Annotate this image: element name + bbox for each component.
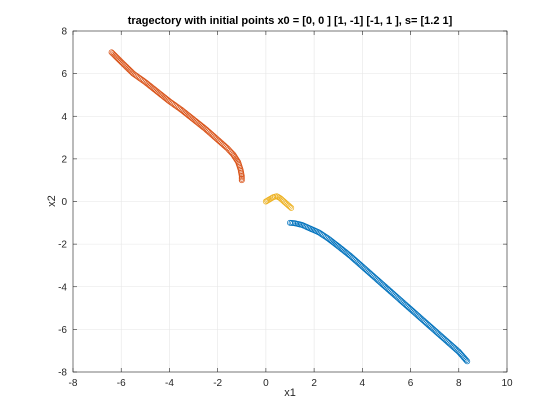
data-point <box>238 174 245 181</box>
y-tick-label: 0 <box>61 197 67 208</box>
y-tick-label: 8 <box>61 27 67 38</box>
y-tick-label: 6 <box>61 69 67 80</box>
data-point <box>112 53 119 60</box>
x-tick-label: -8 <box>69 378 78 389</box>
x-tick-label: 4 <box>360 378 366 389</box>
chart-title: tragectory with initial points x0 = [0, … <box>128 15 453 27</box>
x-axis-label: x1 <box>284 387 296 399</box>
x-tick-label: 8 <box>456 378 462 389</box>
x-tick-label: -6 <box>117 378 126 389</box>
data-point <box>287 203 293 210</box>
data-point <box>119 60 126 66</box>
data-point <box>110 51 117 58</box>
data-point <box>123 64 130 71</box>
data-point <box>121 62 128 69</box>
y-axis-label: x2 <box>46 195 58 207</box>
data-point <box>130 70 137 77</box>
series-2 <box>108 49 245 184</box>
data-point <box>463 357 470 364</box>
data-point <box>113 54 120 61</box>
x-tick-label: 2 <box>311 378 317 389</box>
data-point <box>124 65 131 72</box>
x-tick-label: 6 <box>408 378 414 389</box>
x-tick-label: -4 <box>165 378 174 389</box>
data-point <box>125 66 132 73</box>
data-point <box>129 69 136 76</box>
data-point <box>115 55 121 62</box>
y-tick-label: 2 <box>61 154 67 165</box>
series-1 <box>287 219 471 365</box>
data-point <box>238 177 245 184</box>
data-point <box>108 49 115 56</box>
data-point <box>288 204 295 211</box>
data-point <box>238 175 245 182</box>
axis-ticks: -8 -6 -4 -2 0 2 4 6 8 10 -8 -6 -4 -2 0 2 4 6 8 <box>58 27 513 390</box>
x-tick-label: 10 <box>501 378 513 389</box>
x-tick-label: 0 <box>263 378 269 389</box>
data-point <box>127 67 133 74</box>
data-point <box>128 68 135 75</box>
y-tick-label: -6 <box>58 325 67 336</box>
data-series <box>108 49 471 365</box>
y-tick-label: -8 <box>58 368 67 379</box>
y-tick-label: -2 <box>58 240 67 251</box>
data-point <box>464 358 471 365</box>
series-3 <box>262 193 295 211</box>
data-point <box>117 57 124 64</box>
data-point <box>118 58 125 65</box>
x-tick-label: -2 <box>213 378 222 389</box>
data-point <box>116 56 123 63</box>
data-point <box>120 61 127 67</box>
data-point <box>111 52 118 59</box>
y-tick-label: 4 <box>61 112 67 123</box>
data-point <box>122 63 129 70</box>
y-tick-label: -4 <box>58 282 67 293</box>
data-point <box>109 50 116 57</box>
